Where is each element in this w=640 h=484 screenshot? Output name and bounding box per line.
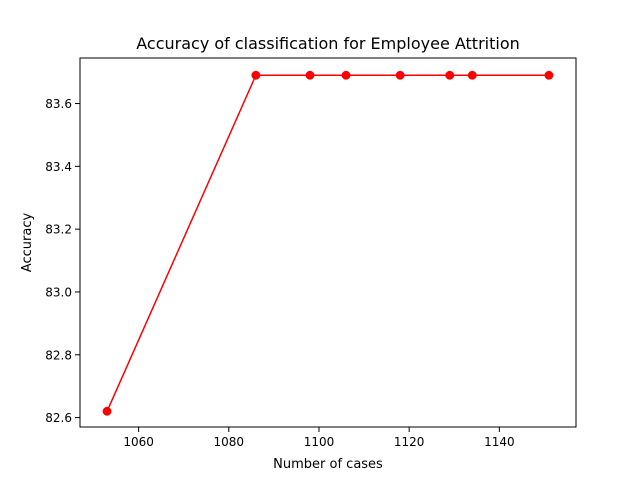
x-tick-label: 1140 (484, 435, 515, 449)
axes-frame (79, 57, 577, 428)
x-axis-ticks: 1060 1080 1100 1120 1140 (123, 427, 515, 449)
data-point (395, 70, 405, 80)
data-point (445, 70, 455, 80)
x-tick-label: 1100 (304, 435, 335, 449)
data-point (467, 70, 477, 80)
y-tick-label: 83.0 (45, 285, 72, 299)
data-point (251, 70, 261, 80)
y-axis-label: Accuracy (20, 213, 35, 273)
y-tick-label: 83.6 (45, 97, 72, 111)
y-tick-label: 82.8 (45, 348, 72, 362)
x-tick-label: 1120 (394, 435, 425, 449)
x-tick-label: 1060 (123, 435, 154, 449)
chart-title: Accuracy of classification for Employee … (136, 34, 520, 53)
series-layer (102, 70, 554, 416)
y-axis-ticks: 82.6 82.8 83.0 83.2 83.4 83.6 (45, 97, 80, 425)
y-tick-label: 83.2 (45, 223, 72, 237)
data-point (341, 70, 351, 80)
x-axis-label: Number of cases (273, 457, 383, 472)
data-point (544, 70, 554, 80)
y-tick-label: 82.6 (45, 411, 72, 425)
data-point (305, 70, 315, 80)
plot-area (80, 58, 576, 427)
x-tick-label: 1080 (214, 435, 245, 449)
data-point (102, 406, 112, 416)
y-tick-label: 83.4 (45, 160, 72, 174)
